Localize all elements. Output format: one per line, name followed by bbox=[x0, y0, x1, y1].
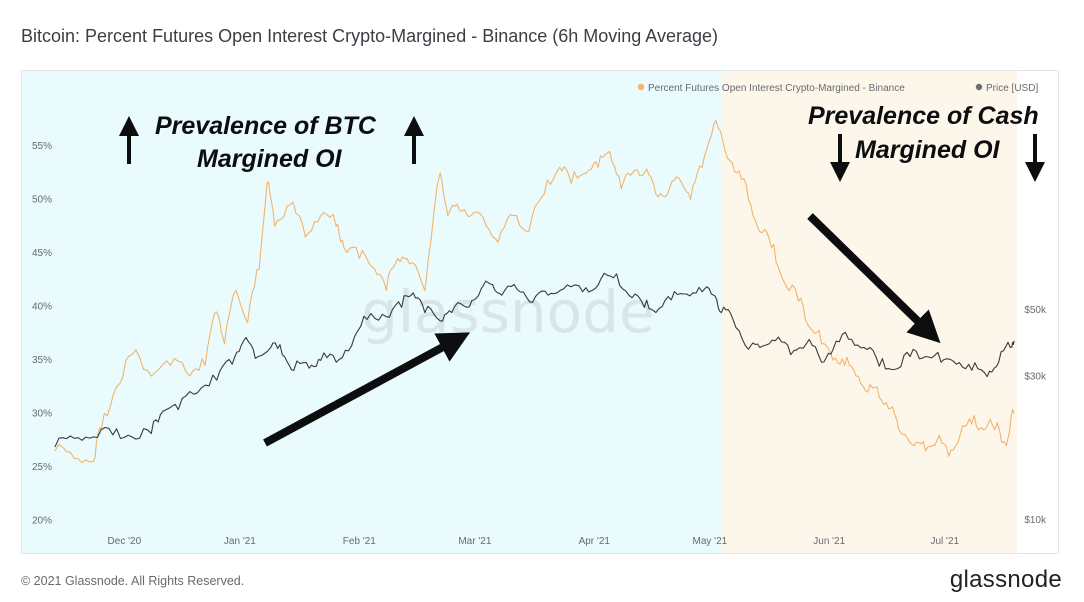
x-tick: May '21 bbox=[692, 536, 727, 547]
x-tick: Mar '21 bbox=[458, 536, 491, 547]
annotation-btc-line2: Margined OI bbox=[197, 145, 343, 173]
y-tick-left: 30% bbox=[32, 409, 52, 420]
y-tick-left: 20% bbox=[32, 516, 52, 527]
y-tick-left: 55% bbox=[32, 141, 52, 152]
arrow-up-icon bbox=[404, 116, 424, 164]
y-tick-left: 50% bbox=[32, 195, 52, 206]
watermark: glassnode bbox=[361, 278, 655, 346]
annotation-cash-line2: Margined OI bbox=[855, 136, 1001, 164]
x-tick: Jun '21 bbox=[813, 536, 845, 547]
arrow-down-icon bbox=[1025, 134, 1045, 182]
arrow-down-icon bbox=[830, 134, 850, 182]
y-tick-left: 25% bbox=[32, 462, 52, 473]
glassnode-logo: glassnode bbox=[949, 566, 1062, 593]
legend: Percent Futures Open Interest Crypto-Mar… bbox=[637, 83, 1038, 94]
trend-arrow-down bbox=[807, 213, 941, 344]
y-tick-left: 40% bbox=[32, 302, 52, 313]
trend-arrow-up bbox=[263, 332, 471, 447]
series-line-percent-oi bbox=[54, 119, 1015, 464]
series-line-price bbox=[54, 272, 1015, 448]
x-tick: Apr '21 bbox=[579, 536, 611, 547]
annotation-btc-margined: Prevalence of BTC Margined OI bbox=[119, 112, 424, 173]
x-tick: Feb '21 bbox=[343, 536, 376, 547]
page-title: Bitcoin: Percent Futures Open Interest C… bbox=[21, 26, 719, 46]
y-tick-right: $10k bbox=[1024, 515, 1047, 526]
arrow-up-icon bbox=[119, 116, 139, 164]
y-tick-right: $50k bbox=[1024, 305, 1047, 316]
x-tick: Jan '21 bbox=[224, 536, 256, 547]
y-tick-left: 35% bbox=[32, 355, 52, 366]
annotation-cash-line1: Prevalence of Cash bbox=[808, 102, 1039, 130]
annotation-cash-margined: Prevalence of Cash Margined OI bbox=[808, 102, 1045, 182]
legend-item-price: Price [USD] bbox=[986, 83, 1038, 94]
region-btc-margined bbox=[22, 71, 722, 553]
legend-item-percent: Percent Futures Open Interest Crypto-Mar… bbox=[648, 83, 905, 94]
legend-swatch-price bbox=[975, 83, 983, 91]
chart-area: glassnode 20% 25% 30% 35% 40% 45% 50% 55% $10k $… bbox=[22, 71, 1047, 553]
y-tick-left: 45% bbox=[32, 248, 52, 259]
copyright-notice: © 2021 Glassnode. All Rights Reserved. bbox=[21, 574, 245, 588]
x-tick: Dec '20 bbox=[108, 536, 142, 547]
annotation-btc-line1: Prevalence of BTC bbox=[155, 112, 377, 140]
x-tick: Jul '21 bbox=[931, 536, 960, 547]
y-tick-right: $30k bbox=[1024, 372, 1047, 383]
legend-swatch-percent bbox=[637, 83, 645, 91]
region-cash-margined bbox=[721, 71, 1017, 553]
